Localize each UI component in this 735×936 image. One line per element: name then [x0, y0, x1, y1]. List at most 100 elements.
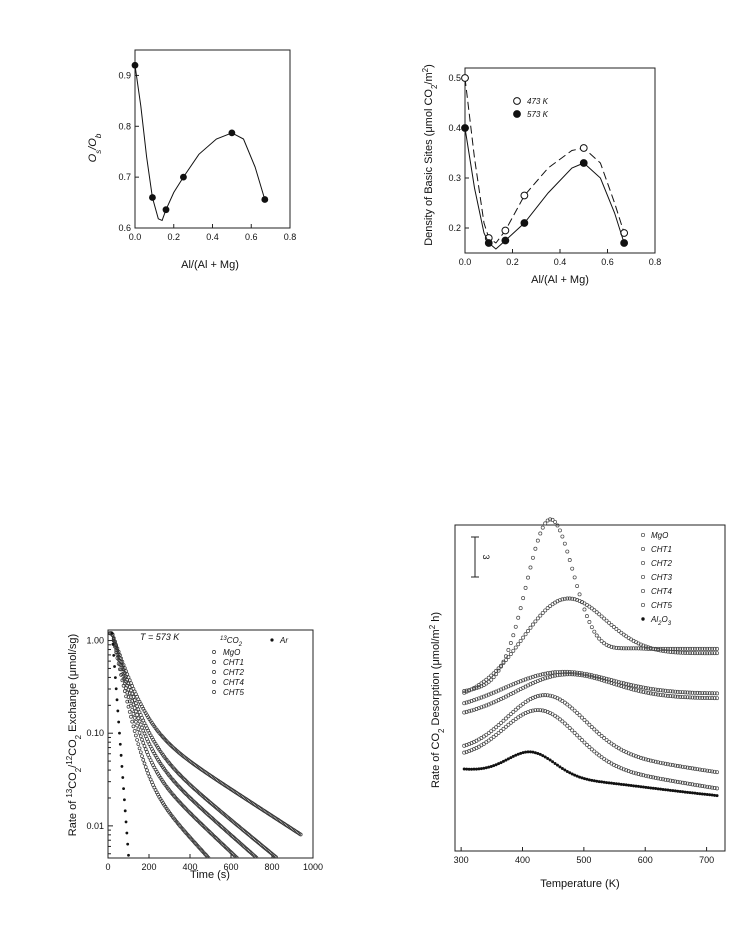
c3-point [135, 738, 139, 742]
c4-series-cht4 [462, 693, 719, 775]
c4-point [702, 784, 707, 789]
c4-point [585, 777, 589, 781]
c4-point [557, 717, 562, 722]
c4-point [484, 732, 489, 737]
c4-point [540, 610, 545, 615]
c4-point [638, 646, 643, 651]
c4-point [575, 597, 580, 602]
c4-point [526, 710, 530, 714]
c3-point [112, 654, 116, 657]
c3-point [254, 855, 259, 858]
c3-point [114, 687, 118, 691]
c4-point [705, 691, 710, 696]
c4-point [540, 525, 545, 530]
c4-point [518, 638, 523, 643]
c4-point [487, 765, 491, 769]
c4-point [619, 684, 624, 689]
c4-point [479, 767, 483, 771]
c4-point [609, 781, 613, 785]
c4-point [535, 679, 540, 683]
c4-point [482, 766, 486, 770]
c3-point [147, 774, 152, 779]
c4-point [592, 608, 597, 613]
c4-point [683, 690, 688, 695]
c4-point [663, 693, 668, 698]
c3-xlabel: Time (s) [190, 869, 230, 881]
c3-point [121, 776, 125, 779]
c3-point [137, 730, 142, 735]
c4-point [619, 766, 624, 771]
c3-ytick-label: 0.01 [86, 821, 104, 831]
c4-xtick-label: 700 [699, 855, 714, 865]
c4-point [665, 778, 670, 783]
c1-xtick-label: 0.4 [206, 232, 219, 242]
c4-point [489, 729, 494, 734]
c4-point [516, 752, 520, 756]
c4-point [584, 720, 589, 725]
c4-point [624, 646, 629, 651]
c4-point [648, 758, 653, 763]
c4-point [484, 681, 489, 686]
c4-point [567, 596, 572, 601]
c4-point [653, 687, 658, 692]
c4-point [511, 718, 516, 723]
c4-point [538, 531, 543, 536]
c4-point [503, 724, 508, 729]
c4-point [663, 688, 668, 693]
c4-point [675, 763, 680, 768]
c3-point [118, 667, 122, 672]
c2-ylabel: Density of Basic Sites (μmol CO2/m2) [421, 64, 439, 246]
c4-point [570, 566, 575, 571]
c4-point [489, 736, 494, 741]
c4-point [555, 763, 559, 767]
c4-point [594, 633, 599, 638]
c4-point [715, 651, 719, 656]
c3-series-ar [110, 631, 130, 857]
c3-point [146, 771, 151, 776]
c1-curve [134, 65, 266, 222]
c4-point [582, 740, 587, 745]
c2-point [461, 74, 469, 82]
c4-point [656, 692, 661, 697]
c2-curve [464, 127, 625, 250]
c4-point [589, 725, 594, 730]
c4-point [695, 767, 700, 772]
c4-legend-marker [640, 560, 646, 566]
c4-point [476, 706, 481, 711]
c4-point [614, 627, 619, 631]
c4-point [509, 756, 513, 760]
c4-point [538, 708, 543, 713]
c4-xtick-label: 600 [638, 855, 653, 865]
c4-point [474, 686, 479, 691]
c4-point [648, 646, 653, 651]
c4-point [675, 650, 680, 655]
c4-point [570, 670, 575, 675]
c3-legend-marker [212, 680, 216, 684]
c4-legend-label: MgO [651, 531, 668, 540]
c4-point [501, 718, 506, 723]
c4-point [526, 628, 530, 633]
c1-xtick-label: 0.8 [284, 232, 297, 242]
c3-legend-label: CHT2 [223, 668, 244, 677]
c4-point [658, 648, 663, 653]
c4-point [712, 691, 717, 696]
c4-point [494, 732, 499, 737]
c4-point [661, 648, 665, 653]
c3-point [110, 631, 114, 635]
c4-point [567, 726, 572, 730]
c2-point [461, 124, 469, 132]
c4-point [499, 663, 503, 668]
c4-point [688, 766, 692, 770]
c4-point [491, 734, 496, 739]
c4-point [638, 755, 643, 760]
c4-point [644, 785, 648, 789]
c4-point [602, 736, 607, 740]
c4-point [629, 686, 634, 691]
c4-point [680, 690, 685, 695]
c4-frame [454, 524, 726, 852]
c4-point [587, 604, 592, 609]
c4-legend-al-sub1: 2 [657, 621, 662, 627]
c4-point [528, 675, 533, 680]
c4-point [592, 749, 597, 754]
c4-legend-marker [640, 546, 646, 552]
